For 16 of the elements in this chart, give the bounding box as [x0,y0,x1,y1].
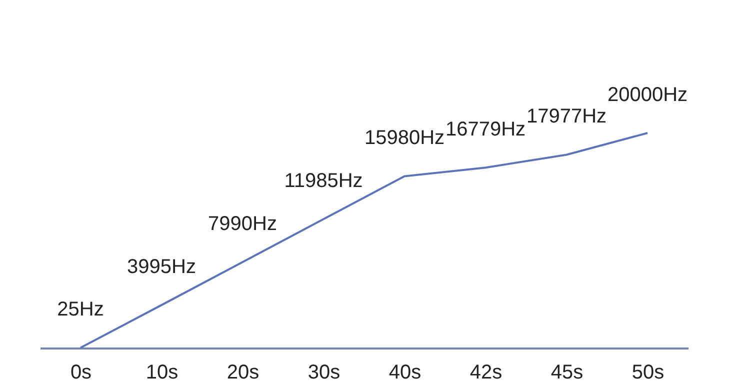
x-tick-label: 30s [308,362,340,384]
data-label: 25Hz [57,298,104,321]
x-tick-label: 20s [226,362,260,384]
data-label: 11985Hz [284,170,363,192]
x-tick-label: 40s [388,362,422,384]
data-label: 16779Hz [445,118,526,141]
data-label: 15980Hz [364,127,445,150]
data-label: 3995Hz [127,256,196,278]
x-tick-label: 42s [470,362,502,384]
data-label: 20000Hz [607,84,688,106]
data-label: 7990Hz [208,213,277,236]
x-tick-label: 50s [632,362,664,384]
data-label: 17977Hz [526,106,607,128]
x-tick-label: 0s [70,362,92,384]
x-tick-label: 10s [146,362,178,384]
x-tick-label: 45s [550,362,584,384]
